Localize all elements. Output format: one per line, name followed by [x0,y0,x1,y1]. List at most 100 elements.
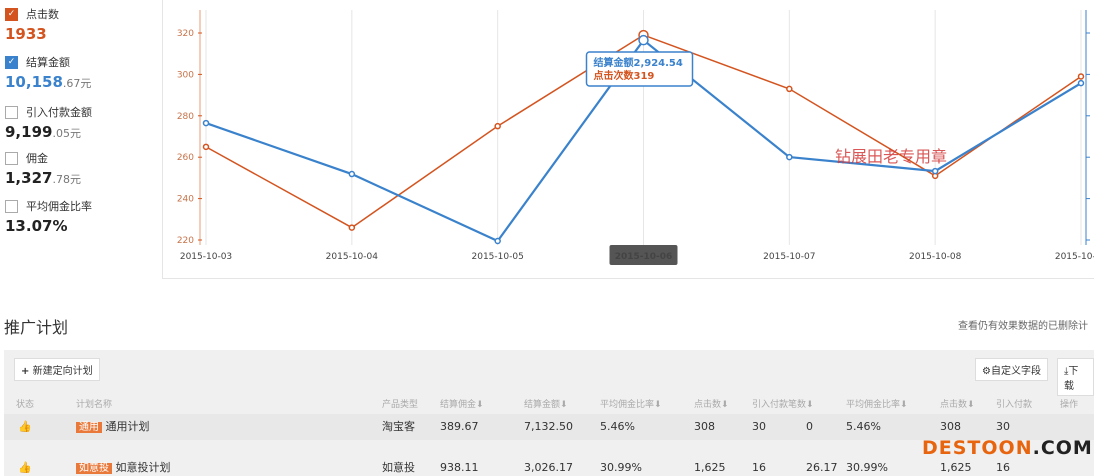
table-cell: 5.46% [846,420,881,433]
section-title: 推广计划 [4,318,69,337]
data-point [202,143,210,151]
download-button[interactable]: ⤓下载 [1057,358,1094,396]
x-tick-label: 2015-10-06 [615,252,673,262]
column-header[interactable]: 平均佣金比率⬇ [600,400,662,410]
tooltip-line2: 点击次数319 [594,69,655,82]
line-chart: 2015-10-03 2015-10-04 2015-10-05 2015-10-06… [177,10,1094,265]
data-point [931,167,939,175]
product-type: 淘宝客 [382,420,415,433]
y-tick-label: 320 [177,29,194,39]
highlight-label-bg [609,245,678,265]
x-tick-label: 2015-10-03 [180,252,232,262]
metric-value: 13.07% [5,217,68,235]
column-header[interactable]: 平均佣金比率⬇ [846,400,908,410]
y-tick-label: 300 [177,70,194,80]
table-cell: 5.46% [600,420,635,433]
x-tick-label: 2015-10-05 [472,252,524,262]
column-header[interactable]: 引入付款 [996,400,1033,410]
data-point [494,122,501,130]
plan-badge: 如意投 [76,463,112,474]
table-cell: 30.99% [600,461,642,474]
x-tick-label: 2015-10-07 [763,252,815,262]
table-cell: 0 [806,420,813,433]
plans-panel [4,350,1094,476]
metric-item[interactable]: 引入付款金额 9,199.05元 [5,105,92,141]
data-point [1077,73,1085,80]
deleted-plans-link[interactable]: 查看仍有效果数据的已删除计 [958,321,1088,332]
plus-icon: + [21,366,30,377]
watermark-logo: DESTOON.COM [922,437,1093,459]
metric-label: 佣金 [26,152,48,165]
table-cell: 16 [752,461,766,474]
y-tick-label: 260 [177,153,194,163]
table-cell: 30.99% [846,461,888,474]
table-cell: 308 [694,420,715,433]
metric-item[interactable]: ✓ 结算金额 10,158.67元 [5,55,92,91]
new-plan-button[interactable]: + 新建定向计划 [14,358,100,381]
x-tick-label: 2015-10-09 [1055,252,1094,262]
data-point [786,85,793,93]
metric-item[interactable]: 平均佣金比率 13.07% [5,198,92,235]
table-cell: 389.67 [440,420,479,433]
status-icon[interactable]: 👍 [18,461,32,474]
y-tick-label: 280 [177,112,194,122]
checkbox[interactable] [5,151,18,165]
data-point [638,34,649,46]
checkbox[interactable] [5,199,18,213]
table-cell: 1,625 [940,461,972,474]
metric-label: 引入付款金额 [26,106,92,119]
y-tick-label: 220 [177,236,194,246]
data-point [202,119,210,127]
x-tick-label: 2015-10-08 [909,252,962,262]
column-header[interactable]: 引入付款笔数⬇ [752,400,814,410]
column-header[interactable]: 结算金额⬇ [524,400,568,410]
metric-value: 10,158 [5,73,63,91]
column-header[interactable]: 结算佣金⬇ [440,400,484,410]
checkbox[interactable]: ✓ [5,7,18,21]
column-header[interactable]: 点击数⬇ [940,400,975,410]
metric-label: 点击数 [26,8,59,21]
data-point [786,153,793,161]
data-point [348,224,356,231]
data-point [1077,79,1085,87]
table-cell: 30 [752,420,766,433]
download-icon: ⤓ [1064,366,1069,377]
column-header[interactable]: 计划名称 [76,400,113,410]
metric-value: 9,199 [5,123,53,141]
status-icon[interactable]: 👍 [18,420,32,433]
y-tick-label: 240 [177,195,194,205]
column-header[interactable]: 点击数⬇ [694,400,729,410]
metric-item[interactable]: ✓ 点击数 1933 [5,6,59,43]
column-header[interactable]: 操作 [1060,400,1079,410]
metric-value: 1933 [5,25,47,43]
data-point [494,237,501,245]
table-cell: 7,132.50 [524,420,573,433]
checkbox[interactable]: ✓ [5,55,18,69]
custom-fields-button[interactable]: ⚙自定义字段 [975,358,1048,381]
column-header[interactable]: 状态 [16,400,35,410]
table-cell: 30 [996,420,1010,433]
product-type: 如意投 [382,461,415,474]
watermark-text: 钻展田老专用章 [835,147,947,166]
column-header[interactable]: 产品类型 [382,400,419,410]
metric-value: 1,327 [5,169,53,187]
metric-label: 平均佣金比率 [26,200,92,213]
table-cell: 938.11 [440,461,479,474]
metric-item[interactable]: 佣金 1,327.78元 [5,151,81,187]
row-bg [4,414,1094,440]
plan-name-cell[interactable]: 通用 通用计划 [76,420,150,434]
data-point [348,170,356,178]
table-cell: 26.17 [806,461,838,474]
x-tick-label: 2015-10-04 [326,252,379,262]
gear-icon: ⚙ [982,366,991,377]
table-cell: 308 [940,420,961,433]
table-cell: 3,026.17 [524,461,573,474]
tooltip-box [585,51,694,87]
plan-badge: 通用 [76,422,102,433]
table-cell: 1,625 [694,461,726,474]
table-cell: 16 [996,461,1010,474]
tooltip-line1: 结算金额2,924.54 [594,56,683,69]
chart-area: 2015-10-03 2015-10-04 2015-10-05 2015-10-06… [162,0,1094,279]
plan-name-cell[interactable]: 如意投 如意投计划 [76,461,171,475]
checkbox[interactable] [5,105,18,119]
